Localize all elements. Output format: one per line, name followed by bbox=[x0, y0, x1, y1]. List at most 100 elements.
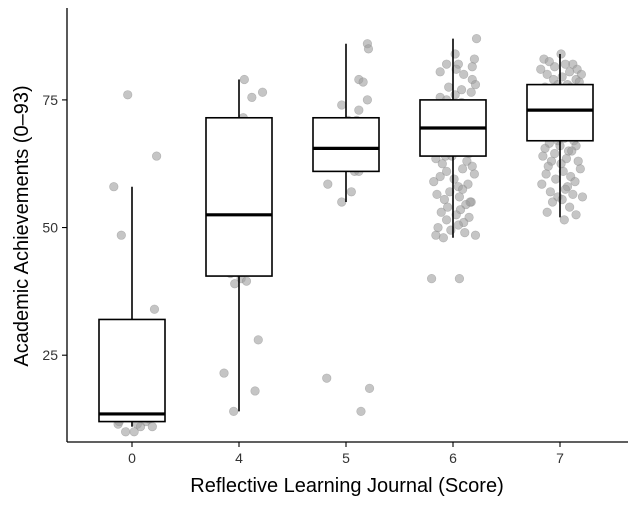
data-point bbox=[467, 161, 477, 171]
box-iqr bbox=[526, 83, 594, 142]
data-point bbox=[120, 427, 131, 437]
data-point bbox=[570, 177, 580, 187]
data-point bbox=[542, 207, 552, 217]
data-point bbox=[454, 274, 465, 284]
data-point bbox=[147, 422, 157, 432]
data-point bbox=[449, 174, 459, 184]
x-tick-label: 7 bbox=[556, 450, 564, 466]
data-point bbox=[439, 194, 450, 205]
data-point bbox=[443, 202, 453, 212]
data-point bbox=[346, 187, 356, 197]
data-point bbox=[241, 276, 252, 286]
data-point bbox=[453, 220, 463, 230]
data-point bbox=[322, 373, 332, 383]
data-point bbox=[250, 386, 260, 396]
data-point bbox=[253, 335, 263, 345]
data-point bbox=[560, 59, 570, 69]
data-point bbox=[536, 64, 546, 74]
data-point bbox=[456, 85, 467, 95]
data-point bbox=[557, 194, 567, 205]
data-point bbox=[565, 67, 575, 77]
data-point bbox=[458, 184, 468, 194]
data-point bbox=[466, 87, 476, 97]
data-point bbox=[363, 44, 374, 54]
data-point bbox=[560, 184, 570, 194]
y-tick-label: 50 bbox=[42, 220, 58, 236]
box-4 bbox=[205, 79, 273, 412]
data-point bbox=[337, 100, 347, 110]
data-point bbox=[239, 74, 249, 85]
boxes bbox=[98, 38, 594, 427]
data-point bbox=[446, 225, 456, 235]
data-point bbox=[471, 34, 482, 44]
box-5 bbox=[312, 43, 380, 203]
data-point bbox=[467, 62, 477, 72]
data-point bbox=[567, 146, 577, 156]
data-point bbox=[547, 197, 558, 207]
data-point bbox=[435, 67, 445, 77]
data-point bbox=[545, 187, 555, 197]
data-point bbox=[556, 159, 566, 169]
data-point bbox=[436, 207, 446, 217]
data-point bbox=[537, 179, 547, 189]
data-point bbox=[364, 383, 375, 393]
data-point bbox=[470, 230, 481, 240]
data-point bbox=[356, 406, 366, 416]
data-point bbox=[557, 72, 567, 82]
data-point bbox=[469, 54, 480, 64]
data-point bbox=[550, 148, 560, 159]
x-tick-label: 4 bbox=[235, 450, 243, 466]
data-point bbox=[123, 90, 133, 100]
data-point bbox=[465, 197, 475, 207]
data-point bbox=[358, 77, 368, 87]
data-point bbox=[568, 189, 578, 199]
data-point bbox=[469, 169, 480, 179]
data-point bbox=[451, 64, 461, 74]
data-point bbox=[247, 92, 257, 102]
data-point bbox=[323, 179, 333, 189]
data-point bbox=[551, 174, 561, 184]
data-point bbox=[450, 90, 460, 100]
data-point bbox=[149, 304, 160, 314]
data-point bbox=[152, 151, 162, 161]
data-point bbox=[441, 59, 452, 69]
data-point bbox=[543, 161, 553, 171]
data-point bbox=[538, 151, 548, 161]
data-point bbox=[109, 182, 119, 192]
y-tick-label: 75 bbox=[42, 92, 58, 108]
data-point bbox=[454, 192, 465, 202]
y-axis-title: Academic Achievements (0–93) bbox=[11, 85, 33, 366]
data-point bbox=[432, 189, 442, 199]
data-point bbox=[571, 210, 581, 220]
data-point bbox=[458, 164, 468, 174]
x-tick-label: 6 bbox=[449, 450, 457, 466]
data-point bbox=[433, 222, 443, 233]
box-iqr bbox=[312, 116, 380, 173]
y-ticks: 25 50 75 bbox=[42, 92, 67, 363]
data-point bbox=[558, 166, 568, 176]
data-point bbox=[219, 368, 229, 378]
data-point bbox=[559, 215, 569, 225]
data-point bbox=[441, 166, 452, 176]
data-point bbox=[135, 422, 146, 432]
box-iqr bbox=[98, 318, 166, 423]
x-tick-label: 0 bbox=[128, 450, 136, 466]
data-point bbox=[550, 62, 560, 72]
box-7 bbox=[526, 53, 594, 218]
data-point bbox=[229, 406, 239, 416]
data-point bbox=[445, 187, 455, 197]
data-point bbox=[427, 274, 437, 284]
data-point bbox=[435, 171, 445, 182]
data-point bbox=[541, 169, 551, 179]
y-tick-label: 25 bbox=[42, 347, 58, 363]
data-point bbox=[230, 279, 240, 289]
data-point bbox=[116, 230, 126, 240]
data-point bbox=[444, 82, 454, 92]
data-point bbox=[257, 87, 268, 97]
data-point bbox=[362, 95, 373, 105]
box-iqr bbox=[205, 116, 273, 277]
data-point bbox=[438, 233, 448, 243]
data-point bbox=[450, 49, 460, 59]
data-points bbox=[107, 34, 588, 437]
